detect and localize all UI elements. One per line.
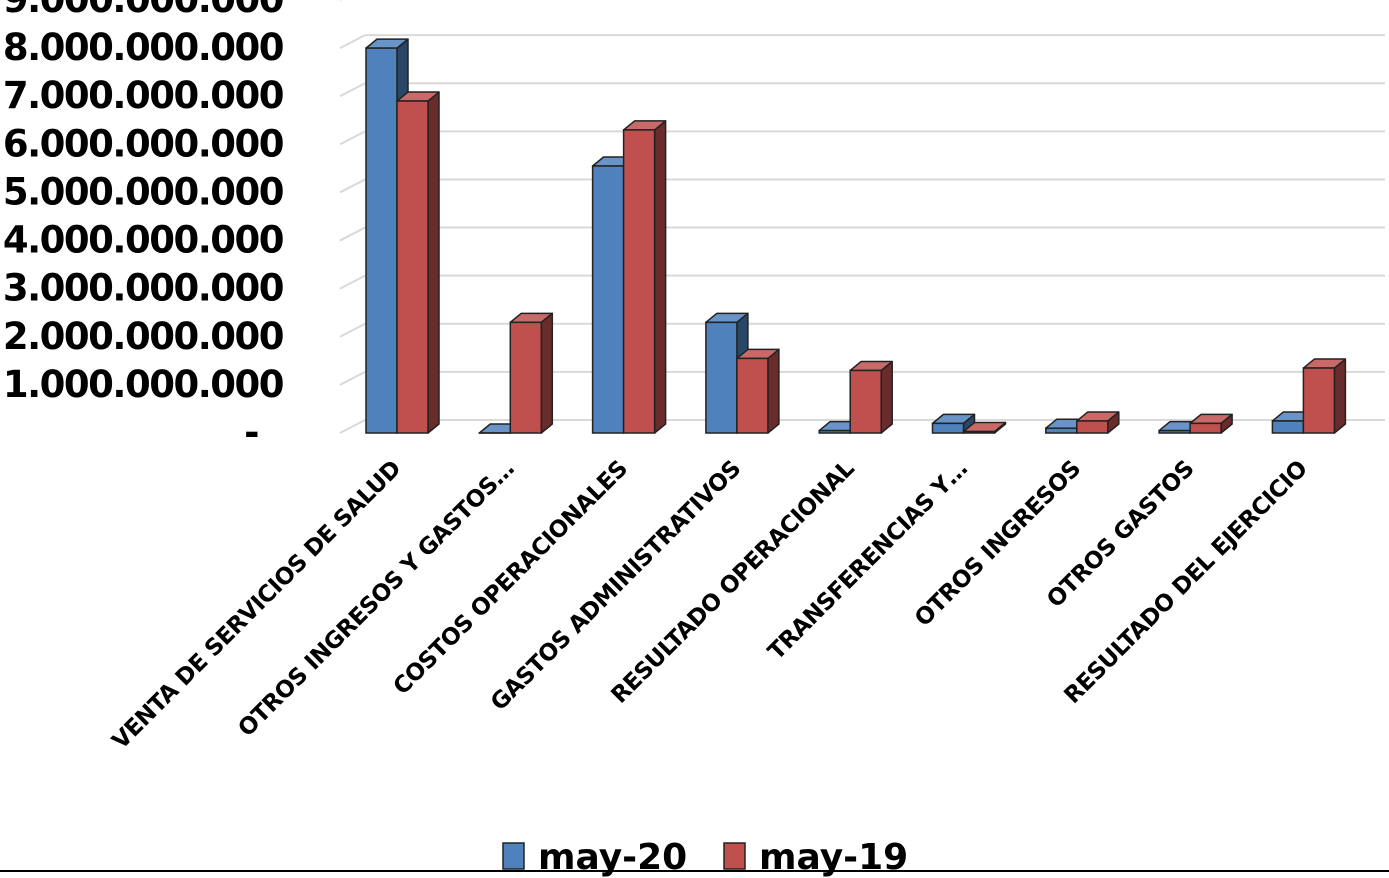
bar-may-19-8 bbox=[1302, 358, 1347, 434]
y-tick-label: 1.000.000.000 bbox=[3, 363, 283, 406]
bar-may-19-1 bbox=[509, 312, 554, 434]
y-tick-label: 4.000.000.000 bbox=[3, 219, 283, 262]
gridline-wall bbox=[339, 34, 366, 49]
bar-may-19-6 bbox=[1076, 411, 1120, 434]
legend-swatch-may-20 bbox=[502, 842, 525, 870]
y-tick-label: 6.000.000.000 bbox=[3, 122, 283, 165]
y-tick-label: 7.000.000.000 bbox=[3, 74, 283, 117]
y-tick-label: 5.000.000.000 bbox=[3, 170, 283, 213]
y-tick-label: 3.000.000.000 bbox=[3, 267, 283, 310]
bar-may-19-0 bbox=[396, 91, 440, 434]
bar-may-19-4 bbox=[849, 360, 893, 434]
y-tick-label: - bbox=[244, 411, 258, 454]
x-tick-label: GASTOS ADMINISTRATIVOS bbox=[486, 456, 746, 716]
y-axis: - 1.000.000.000 2.000.000.000 3.000.000.000… bbox=[3, 0, 285, 454]
x-tick-label: RESULTADO OPERACIONAL bbox=[607, 455, 861, 709]
gridline-wall bbox=[339, 419, 366, 434]
bar-may-19-2 bbox=[622, 120, 667, 434]
gridline-wall bbox=[339, 371, 366, 386]
bar-may-19-5 bbox=[962, 421, 1007, 434]
x-tick-label: TRANSFERENCIAS Y… bbox=[763, 456, 972, 665]
gridline-wall bbox=[339, 130, 366, 146]
gridline-wall bbox=[339, 178, 366, 194]
gridline-wall bbox=[339, 82, 366, 98]
y-tick-label: 2.000.000.000 bbox=[3, 315, 283, 358]
bars bbox=[365, 38, 1347, 434]
gridline-wall bbox=[339, 322, 366, 338]
x-tick-label: COSTOS OPERACIONALES bbox=[389, 456, 633, 700]
gridline-wall bbox=[339, 226, 366, 242]
bar-may-19-3 bbox=[736, 348, 780, 434]
y-tick-label: 8.000.000.000 bbox=[3, 26, 283, 69]
gridline-wall bbox=[339, 274, 366, 290]
x-tick-label: RESULTADO DEL EJERCICIO bbox=[1060, 456, 1313, 709]
legend-swatch-may-19 bbox=[723, 842, 746, 870]
y-tick-label: 9.000.000.000 bbox=[3, 0, 283, 21]
bar-may-19-7 bbox=[1189, 413, 1233, 434]
bar-may-20-5 bbox=[931, 413, 976, 434]
